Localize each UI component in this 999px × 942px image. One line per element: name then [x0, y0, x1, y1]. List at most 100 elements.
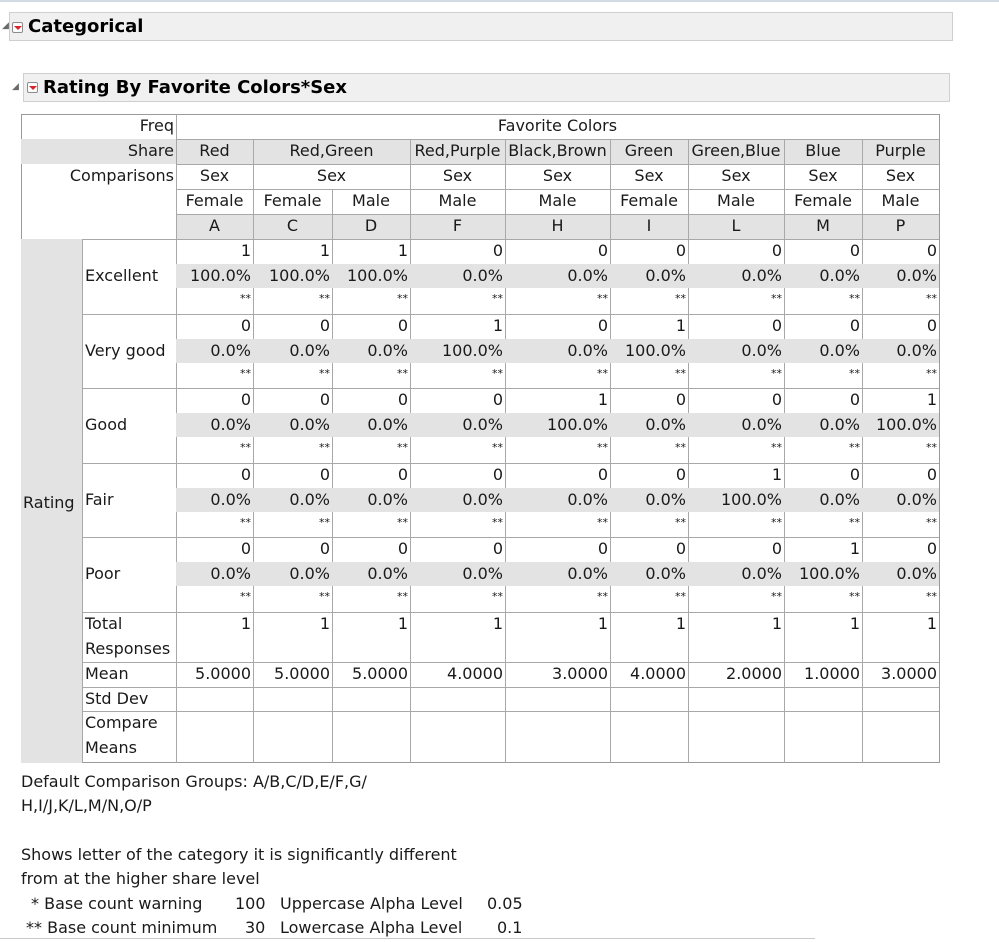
share-cell: 100.0% [441, 341, 503, 360]
flag-cell: ** [240, 367, 251, 380]
flag-cell: ** [240, 441, 251, 454]
base-warning-label: * Base count warning [31, 894, 203, 913]
freq-header: Freq [139, 116, 174, 135]
flag-cell: ** [926, 367, 937, 380]
share-cell: 0.0% [645, 490, 686, 509]
report-title: Rating By Favorite Colors*Sex [43, 77, 347, 98]
count-cell: 0 [771, 390, 782, 409]
share-row-band [176, 413, 939, 437]
block-divider [82, 388, 176, 389]
count-cell: 0 [597, 241, 608, 260]
share-cell: 0.0% [896, 341, 937, 360]
disclosure-triangle-icon[interactable]: ◢ [2, 21, 9, 31]
total-cell: 1 [240, 614, 251, 633]
column-letter: F [452, 216, 463, 235]
sex-value-header: Female [620, 191, 678, 210]
count-cell: 0 [675, 241, 686, 260]
sex-value-header: Male [438, 191, 477, 210]
color-header: Black,Brown [508, 141, 607, 160]
flag-cell: ** [849, 590, 860, 603]
share-cell: 0.0% [896, 266, 937, 285]
share-cell: 0.0% [289, 415, 330, 434]
share-row-band [176, 264, 939, 288]
color-header: Red,Green [289, 141, 374, 160]
flag-cell: ** [597, 441, 608, 454]
sex-value-header: Male [352, 191, 390, 210]
share-header: Share [127, 141, 174, 160]
flag-cell: ** [240, 292, 251, 305]
share-cell: 0.0% [462, 564, 503, 583]
flag-cell: ** [492, 516, 503, 529]
count-cell: 0 [926, 465, 937, 484]
column-divider [784, 189, 785, 763]
flag-cell: ** [492, 292, 503, 305]
mean-cell: 2.0000 [726, 664, 782, 683]
share-cell: 0.0% [367, 341, 408, 360]
share-row-band [176, 488, 939, 512]
sex-header: Sex [634, 166, 664, 185]
share-cell: 0.0% [210, 564, 251, 583]
sex-value-header: Female [794, 191, 852, 210]
flag-cell: ** [771, 590, 782, 603]
count-cell: 0 [397, 390, 408, 409]
sex-value-header: Female [185, 191, 244, 210]
share-cell: 0.0% [896, 490, 937, 509]
share-cell: 0.0% [567, 266, 608, 285]
flag-cell: ** [675, 292, 686, 305]
share-cell: 0.0% [462, 266, 503, 285]
flag-cell: ** [397, 367, 408, 380]
red-triangle-menu-icon[interactable] [12, 22, 23, 33]
mean-cell: 5.0000 [352, 664, 408, 683]
share-cell: 100.0% [875, 415, 937, 434]
count-cell: 0 [319, 539, 330, 558]
share-cell: 0.0% [567, 564, 608, 583]
count-cell: 1 [597, 390, 608, 409]
sex-header: Sex [199, 166, 230, 185]
total-cell: 1 [492, 614, 503, 633]
flag-cell: ** [675, 590, 686, 603]
sex-header: Sex [442, 166, 473, 185]
share-cell: 100.0% [189, 266, 251, 285]
window-top-border [0, 0, 999, 2]
disclosure-triangle-icon[interactable]: ◢ [12, 82, 19, 92]
summary-divider [82, 687, 939, 688]
summary-divider [82, 662, 939, 663]
count-cell: 0 [771, 539, 782, 558]
uppercase-alpha-value: 0.05 [487, 894, 523, 913]
flag-cell: ** [397, 590, 408, 603]
total-cell: 1 [771, 614, 782, 633]
mean-cell: 5.0000 [274, 664, 330, 683]
column-divider [862, 189, 863, 763]
share-cell: 100.0% [268, 266, 330, 285]
flag-cell: ** [926, 292, 937, 305]
red-triangle-menu-icon[interactable] [27, 82, 38, 93]
column-letter: L [731, 216, 741, 235]
share-cell: 0.0% [289, 564, 330, 583]
share-cell: 0.0% [741, 266, 782, 285]
column-letter: M [816, 216, 830, 235]
block-divider [82, 314, 176, 315]
header-row-divider [176, 189, 939, 190]
share-cell: 0.0% [367, 415, 408, 434]
uppercase-alpha-label: Uppercase Alpha Level [280, 894, 463, 913]
base-minimum-value: 30 [245, 918, 266, 937]
section-title: Categorical [28, 16, 144, 37]
count-cell: 0 [675, 390, 686, 409]
share-cell: 0.0% [462, 490, 503, 509]
count-cell: 1 [240, 241, 251, 260]
share-cell: 0.0% [367, 564, 408, 583]
block-divider [82, 463, 176, 464]
share-cell: 0.0% [567, 490, 608, 509]
std-dev-label: Std Dev [85, 689, 149, 708]
share-cell: 0.0% [741, 341, 782, 360]
count-cell: 0 [492, 539, 503, 558]
flag-cell: ** [849, 292, 860, 305]
row-label: Good [85, 415, 128, 434]
total-responses-label: Responses [85, 639, 171, 658]
flag-cell: ** [849, 367, 860, 380]
share-cell: 0.0% [567, 341, 608, 360]
sex-value-header: Female [263, 191, 322, 210]
flag-cell: ** [597, 292, 608, 305]
column-letter: D [364, 216, 378, 235]
column-divider [176, 189, 177, 763]
